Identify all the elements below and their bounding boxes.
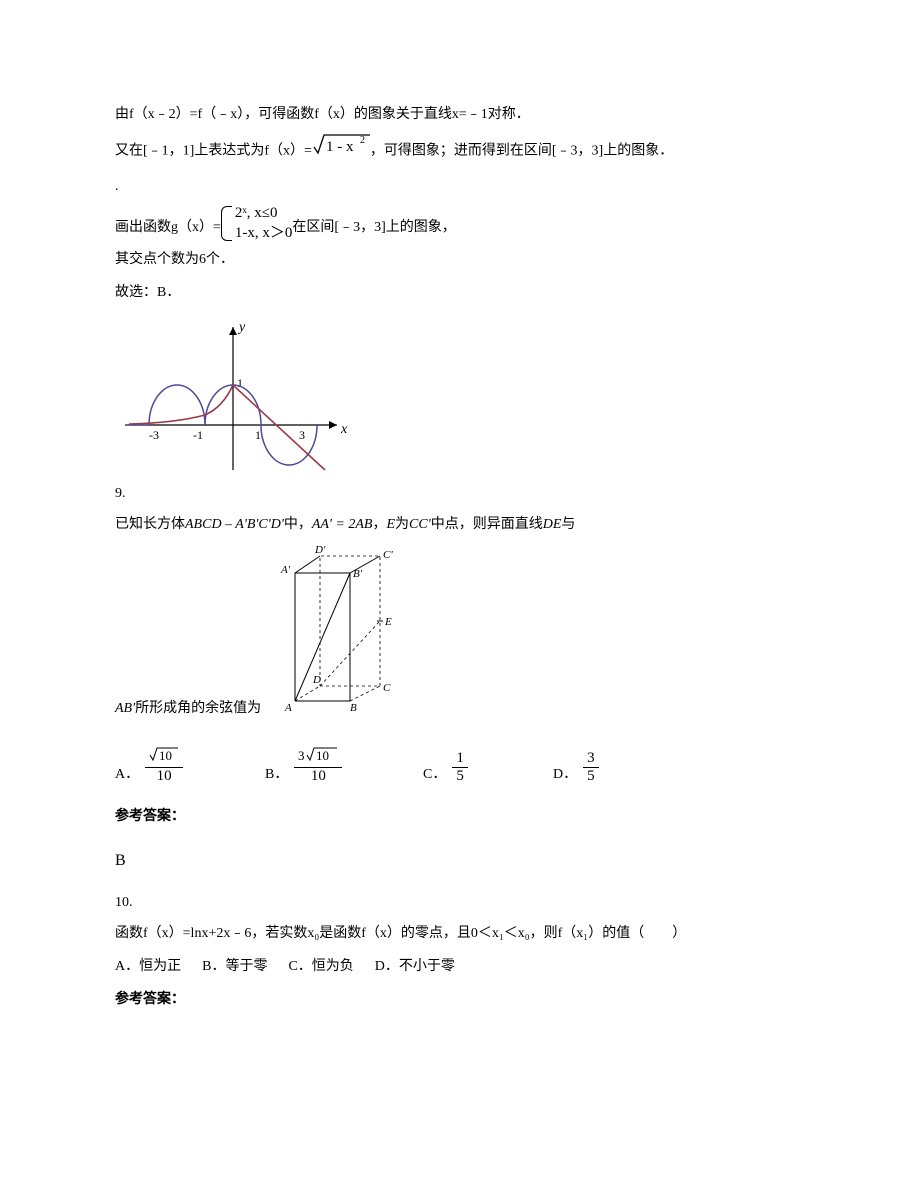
svg-text:y: y bbox=[237, 320, 246, 335]
svg-text:1: 1 bbox=[255, 428, 261, 442]
solution-block: 由f（x﹣2）=f（﹣x），可得函数f（x）的图象关于直线x=﹣1对称． 又在[… bbox=[115, 100, 805, 475]
svg-text:B': B' bbox=[353, 568, 363, 580]
q9-m5: DE bbox=[543, 510, 562, 541]
q9-number: 9. bbox=[115, 479, 805, 510]
piecewise-row-1: 2ˣ, x≤0 bbox=[235, 204, 293, 224]
q10-stem: 函数f（x）=lnx+2x﹣6，若实数x₀是函数f（x）的零点，且0＜x₁＜x₀… bbox=[115, 919, 805, 950]
piecewise-g: 2ˣ, x≤0 1-x, x＞0 bbox=[221, 204, 293, 243]
q9-b-den: 10 bbox=[294, 768, 342, 785]
line-2: 又在[﹣1，1]上表达式为f（x）= 1 - x 2 ，可得图象；进而得到在区间[﹣3… bbox=[115, 133, 805, 170]
svg-text:D: D bbox=[312, 674, 321, 686]
q9-a-frac: 10 10 bbox=[145, 746, 183, 784]
line-4-pre: 画出函数g（x）= bbox=[115, 213, 221, 244]
svg-text:1 - x: 1 - x bbox=[326, 139, 354, 155]
q9-d-frac: 3 5 bbox=[583, 750, 599, 784]
q9-d-num: 3 bbox=[583, 750, 599, 768]
line-5: 其交点个数为6个． bbox=[115, 245, 805, 276]
q10-choices: A．恒为正 B．等于零 C．恒为负 D．不小于零 bbox=[115, 952, 805, 983]
svg-text:2: 2 bbox=[360, 135, 365, 146]
svg-text:A': A' bbox=[280, 564, 291, 576]
q9-c-den: 5 bbox=[452, 768, 468, 785]
svg-text:3: 3 bbox=[299, 428, 305, 442]
q9-t2: 中， bbox=[284, 510, 312, 541]
svg-text:-3: -3 bbox=[149, 428, 159, 442]
q9-t6: 与 bbox=[561, 510, 575, 541]
q9-choice-d: D． 3 5 bbox=[553, 746, 599, 784]
q9-answer-heading: 参考答案： bbox=[115, 802, 805, 833]
q9-b-label: B． bbox=[265, 768, 288, 782]
q9-m2: AA' = 2AB bbox=[312, 510, 373, 541]
q9-stem-line2: AB' 所形成角的余弦值为 A B C D A' B' C' bbox=[115, 541, 805, 729]
q9-t7: 所形成角的余弦值为 bbox=[135, 694, 261, 725]
svg-text:1: 1 bbox=[237, 376, 243, 390]
svg-text:10: 10 bbox=[316, 748, 329, 762]
q9-stem-line1: 已知长方体 ABCD – A'B'C'D' 中， AA' = 2AB ， E 为… bbox=[115, 510, 805, 541]
line-2-post: ，可得图象；进而得到在区间[﹣3，3]上的图象． bbox=[370, 143, 673, 158]
sqrt-expr: 1 - x 2 bbox=[312, 133, 370, 170]
q9-t5: 中点，则异面直线 bbox=[431, 510, 543, 541]
q10-number: 10. bbox=[115, 888, 805, 919]
q9-d-den: 5 bbox=[583, 768, 599, 785]
q10-answer-heading: 参考答案： bbox=[115, 985, 805, 1016]
line-3: . bbox=[115, 172, 805, 203]
q9-m6: AB' bbox=[115, 694, 135, 725]
line-6: 故选：B． bbox=[115, 278, 805, 309]
q9-choices: A． 10 10 B． 3 10 10 C． 1 5 D． 3 5 bbox=[115, 746, 805, 784]
svg-text:x: x bbox=[340, 422, 348, 437]
svg-text:A: A bbox=[284, 702, 292, 714]
line-4: 画出函数g（x）= 2ˣ, x≤0 1-x, x＞0 在区间[﹣3，3]上的图象… bbox=[115, 204, 805, 243]
intersection-graph: x y -3 -1 1 3 1 bbox=[115, 315, 350, 475]
q9-answer: B bbox=[115, 843, 805, 878]
q9-m4: CC' bbox=[409, 510, 431, 541]
q9-m3: E bbox=[386, 510, 395, 541]
svg-text:-1: -1 bbox=[193, 428, 203, 442]
q9-d-label: D． bbox=[553, 768, 577, 782]
svg-text:10: 10 bbox=[159, 748, 172, 762]
q9-t1: 已知长方体 bbox=[115, 510, 185, 541]
q9-choice-a: A． 10 10 bbox=[115, 746, 265, 784]
svg-text:C': C' bbox=[383, 549, 393, 561]
q9-c-label: C． bbox=[423, 768, 446, 782]
q9-c-frac: 1 5 bbox=[452, 750, 468, 784]
q9-t3: ， bbox=[372, 510, 386, 541]
q9-m1: ABCD – A'B'C'D' bbox=[185, 510, 284, 541]
q9-c-num: 1 bbox=[452, 750, 468, 768]
svg-text:3: 3 bbox=[298, 748, 305, 762]
q9-b-frac: 3 10 10 bbox=[294, 746, 342, 784]
q9-a-den: 10 bbox=[145, 768, 183, 785]
svg-text:C: C bbox=[383, 682, 391, 694]
q9-choice-c: C． 1 5 bbox=[423, 746, 553, 784]
svg-text:E: E bbox=[384, 616, 392, 628]
svg-text:B: B bbox=[350, 702, 357, 714]
svg-text:D': D' bbox=[314, 544, 326, 556]
line-2-pre: 又在[﹣1，1]上表达式为f（x）= bbox=[115, 143, 312, 158]
q9-t4: 为 bbox=[395, 510, 409, 541]
cuboid-figure: A B C D A' B' C' D' E bbox=[265, 541, 420, 729]
piecewise-row-2: 1-x, x＞0 bbox=[235, 224, 293, 244]
q9-a-label: A． bbox=[115, 768, 139, 782]
line-1: 由f（x﹣2）=f（﹣x），可得函数f（x）的图象关于直线x=﹣1对称． bbox=[115, 100, 805, 131]
line-4-post: 在区间[﹣3，3]上的图象， bbox=[292, 213, 455, 244]
q9-choice-b: B． 3 10 10 bbox=[265, 746, 423, 784]
